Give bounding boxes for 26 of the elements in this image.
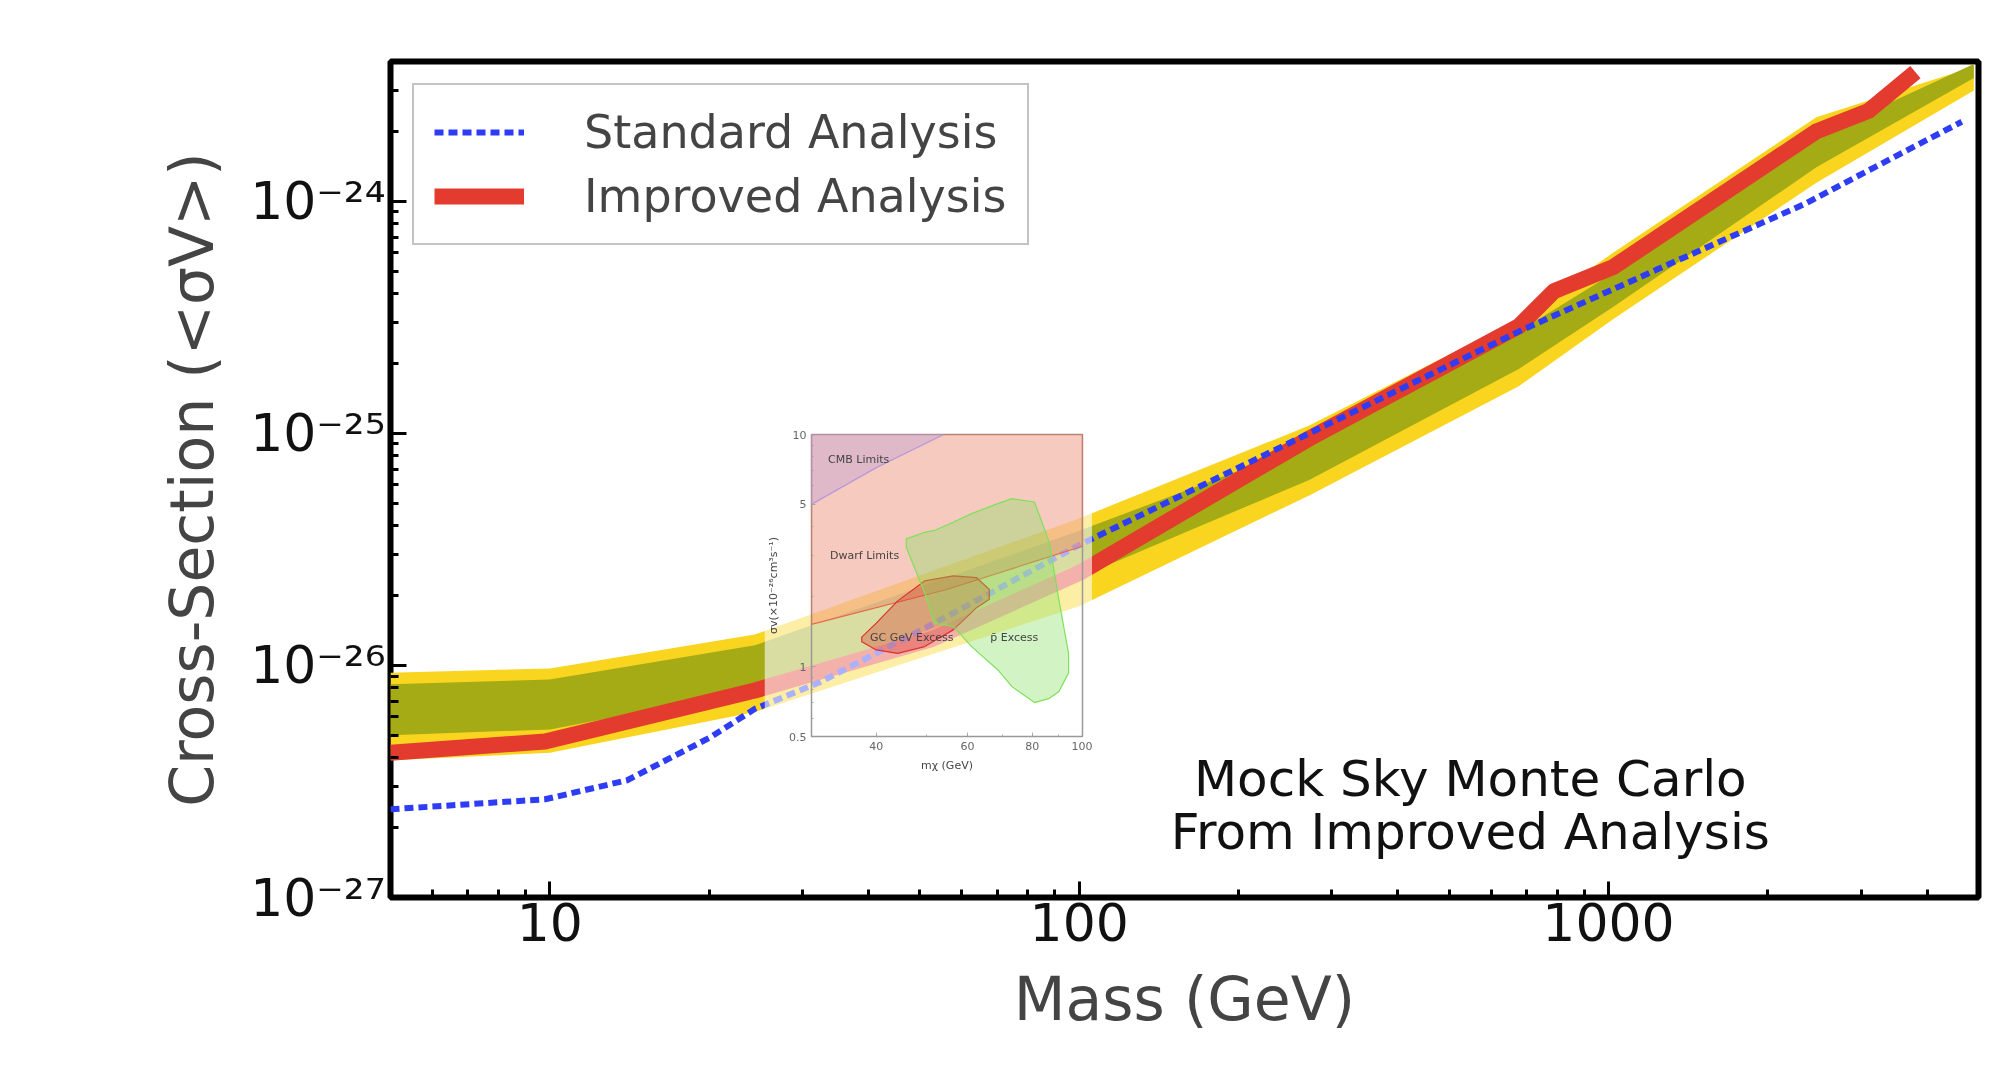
legend-label: Standard Analysis: [584, 105, 998, 159]
y-tick-label: 10⁻²⁴: [250, 171, 386, 232]
x-tick-label: 80: [1025, 739, 1040, 753]
annotation: p̄ Excess: [990, 631, 1039, 645]
y-tick-label: 1: [799, 660, 807, 674]
x-tick-label: 40: [869, 739, 884, 753]
y-axis-title: Cross-Section (<σV>): [157, 152, 228, 807]
y-tick-label: 0.5: [789, 730, 807, 744]
y-tick-label: 10⁻²⁶: [250, 635, 386, 696]
x-tick-label: 100: [1071, 739, 1093, 753]
x-axis-title: Mass (GeV): [1013, 963, 1356, 1034]
x-tick-label: 10: [516, 892, 583, 953]
x-tick-label: 60: [960, 739, 975, 753]
y-tick-label: 10⁻²⁵: [250, 403, 386, 464]
annotation: CMB Limits: [828, 453, 890, 467]
legend-label: Improved Analysis: [584, 169, 1007, 223]
y-tick-label: 5: [799, 498, 807, 512]
y-tick-label: 10⁻²⁷: [250, 867, 386, 928]
annotation: Mock Sky Monte Carlo From Improved Analysis: [1170, 750, 1770, 861]
x-tick-label: 100: [1029, 892, 1129, 953]
x-tick-label: 1000: [1542, 892, 1675, 953]
x-axis-title: mχ (GeV): [921, 758, 973, 772]
y-tick-label: 10: [792, 428, 807, 442]
annotation: GC GeV Excess: [869, 631, 954, 645]
y-axis-title: σv(×10⁻²⁶cm³s⁻¹): [767, 536, 781, 635]
annotation: Dwarf Limits: [830, 549, 900, 563]
